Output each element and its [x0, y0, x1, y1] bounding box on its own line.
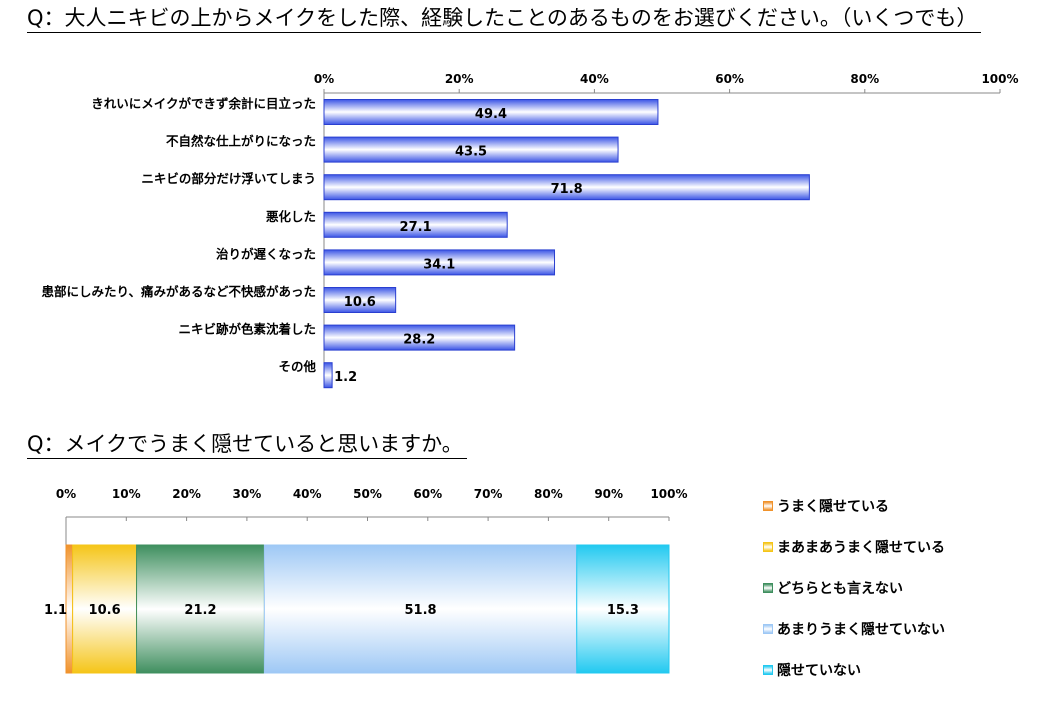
chart2-segment [72, 544, 138, 674]
chart1-value-label: 10.6 [344, 295, 376, 310]
chart2-tick-label: 0% [56, 487, 76, 501]
chart2-tick-label: 10% [112, 487, 141, 501]
chart1-value-label: 28.2 [403, 333, 435, 348]
chart1-tick-label: 80% [850, 72, 879, 86]
chart1-value-label: 71.8 [551, 182, 583, 197]
chart2-legend-label: どちらとも言えない [777, 581, 903, 597]
chart2-legend-item: うまく隠せている [763, 496, 889, 516]
chart2-legend-item: まあまあうまく隠せている [763, 537, 945, 557]
chart1-value-label: 1.2 [334, 370, 357, 385]
chart2-tick-label: 50% [353, 487, 382, 501]
chart1-bar [323, 362, 333, 389]
chart2-tick-label: 100% [650, 487, 687, 501]
chart1-tick-label: 60% [715, 72, 744, 86]
chart1-category-label: ニキビ跡が色素沈着した [178, 322, 316, 337]
chart2-segment [263, 544, 578, 674]
chart1-category-label: その他 [278, 359, 316, 374]
chart2-tick-label: 30% [233, 487, 262, 501]
chart2-legend-swatch [763, 665, 773, 675]
chart2-tick-label: 90% [594, 487, 623, 501]
chart2-legend-label: あまりうまく隠せていない [777, 622, 945, 638]
chart1-bar [323, 136, 619, 163]
chart2-legend-swatch [763, 624, 773, 634]
chart2-tick-label: 60% [413, 487, 442, 501]
chart1-category-label: きれいにメイクができず余計に目立った [91, 96, 316, 111]
chart2-legend-swatch [763, 501, 773, 511]
chart1-value-label: 43.5 [455, 145, 487, 160]
chart1-bar [323, 287, 397, 313]
chart1-tick-label: 100% [981, 72, 1018, 86]
chart2-legend-swatch [763, 542, 773, 552]
chart1-bar [323, 99, 659, 125]
chart1-plot: 0% 20% 40% 60% 80% 100% きれいにメイクができず余計に目立った 49.4… [41, 72, 1019, 389]
chart2-segment [576, 544, 670, 674]
chart2-value-label: 15.3 [607, 603, 639, 618]
chart2-legend-swatch [763, 583, 773, 593]
chart2-value-label: 21.2 [184, 603, 216, 618]
chart1-category-label: 悪化した [266, 209, 316, 224]
chart2-value-label: 10.6 [89, 603, 121, 618]
chart1-bar [323, 249, 556, 276]
chart2-plot: 0% 10% 20% 30% 40% 50% 60% 70% 80% 90% 100% 1.1 10.6… [44, 487, 688, 674]
chart1-title: Q：大人ニキビの上からメイクをした際、経験したことのあるものをお選びください。（… [27, 4, 982, 33]
chart1-tick-label: 20% [445, 72, 474, 86]
chart2-value-label: 1.1 [44, 603, 67, 618]
chart2-value-label: 51.8 [405, 603, 437, 618]
chart2-legend-item: どちらとも言えない [763, 578, 903, 598]
chart2-segment [136, 544, 265, 674]
chart1-category-label: 患部にしみたり、痛みがあるなど不快感があった [41, 284, 316, 299]
chart2-legend-item: 隠せていない [763, 660, 861, 680]
chart1-bar [323, 324, 516, 351]
chart1-value-label: 27.1 [400, 220, 432, 235]
chart2-tick-label: 80% [534, 487, 563, 501]
chart2-tick-label: 40% [293, 487, 322, 501]
chart2-tick-label: 70% [474, 487, 503, 501]
chart1-bar [323, 211, 508, 238]
chart1-category-label: 治りが遅くなった [216, 246, 316, 261]
chart2-legend-item: あまりうまく隠せていない [763, 619, 945, 639]
chart2-title: Q：メイクでうまく隠せていると思いますか。 [27, 430, 467, 459]
chart1-value-label: 34.1 [423, 257, 455, 272]
chart1-category-label: 不自然な仕上がりになった [166, 134, 316, 149]
chart2-tick-label: 20% [172, 487, 201, 501]
chart1-value-label: 49.4 [475, 107, 507, 122]
chart2-legend-label: まあまあうまく隠せている [777, 540, 945, 556]
chart2-legend-label: 隠せていない [777, 663, 861, 679]
chart1-bar [323, 174, 810, 201]
chart1-tick-label: 40% [580, 72, 609, 86]
chart1-category-label: ニキビの部分だけ浮いてしまう [141, 171, 316, 186]
chart1-tick-label: 0% [314, 72, 334, 86]
chart2-legend-label: うまく隠せている [777, 499, 889, 515]
